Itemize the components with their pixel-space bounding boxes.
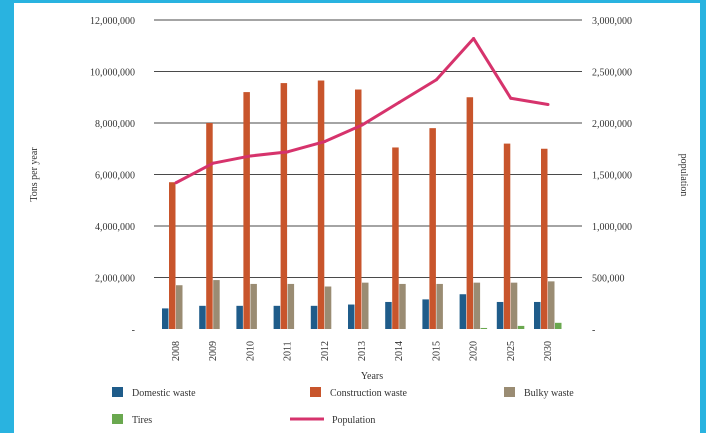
legend-label: Bulky waste — [524, 388, 574, 399]
bar-bulky-waste — [548, 281, 555, 329]
y-tick-label: 12,000,000 — [90, 16, 135, 27]
waste-population-chart: - - 2,000,000 500,000 4,000,000 1,000,000 6,00… — [29, 16, 689, 426]
bar-domestic-waste — [236, 305, 243, 329]
population-line-group — [174, 37, 550, 185]
bar-tires — [555, 322, 562, 329]
legend-label: Tires — [132, 415, 152, 426]
bar-domestic-waste — [496, 301, 504, 329]
legend-item: Population — [290, 415, 375, 426]
population-point — [509, 96, 513, 100]
legend-label: Domestic waste — [132, 388, 196, 399]
bar-tires — [517, 325, 525, 329]
legend-swatch — [112, 414, 123, 424]
y-tick-label: 8,000,000 — [95, 119, 135, 130]
population-point — [248, 154, 252, 158]
legend-swatch — [504, 387, 515, 397]
bar-domestic-waste — [348, 304, 355, 329]
y2-tick-label: 3,000,000 — [592, 16, 632, 27]
population-point — [472, 37, 476, 41]
legend-label: Population — [332, 415, 375, 426]
bar-construction-waste — [355, 89, 362, 330]
x-tick-label: 2008 — [171, 341, 182, 361]
population-point — [174, 181, 178, 185]
y-axis-label: Tons per year — [29, 147, 40, 202]
axes: - - 2,000,000 500,000 4,000,000 1,000,000 6,00… — [29, 16, 689, 382]
bar-bulky-waste — [287, 283, 295, 329]
bar-construction-waste — [243, 92, 250, 329]
y2-tick-label: 500,000 — [592, 274, 625, 285]
legend-label: Construction waste — [330, 388, 407, 399]
gridlines — [154, 19, 582, 278]
y-tick-label: 4,000,000 — [95, 222, 135, 233]
x-axis-label: Years — [361, 371, 383, 382]
y2-tick-label: 1,000,000 — [592, 222, 632, 233]
population-point — [434, 78, 438, 82]
y2-tick-label: 1,500,000 — [592, 171, 632, 182]
y-tick-label: 6,000,000 — [95, 171, 135, 182]
bar-domestic-waste — [422, 299, 429, 329]
bar-domestic-waste — [162, 308, 169, 329]
bar-bulky-waste — [250, 283, 257, 329]
bars — [162, 80, 562, 330]
y2-tick-label: 2,500,000 — [592, 68, 632, 79]
bar-bulky-waste — [473, 282, 481, 329]
population-point — [397, 100, 401, 104]
bar-construction-waste — [169, 182, 176, 329]
bar-construction-waste — [317, 80, 325, 329]
x-tick-label: 2009 — [208, 341, 219, 361]
y-tick-label: 2,000,000 — [95, 274, 135, 285]
bar-construction-waste — [206, 123, 213, 329]
bar-domestic-waste — [310, 305, 318, 329]
bar-domestic-waste — [385, 301, 392, 329]
bar-construction-waste — [503, 143, 511, 329]
bar-domestic-waste — [199, 305, 206, 329]
y2-axis-label: population — [678, 154, 689, 197]
population-point — [546, 102, 550, 106]
x-tick-label: 2020 — [469, 341, 480, 361]
bar-construction-waste — [466, 97, 474, 329]
bar-tires — [480, 327, 488, 329]
legend-item: Construction waste — [310, 387, 407, 399]
bar-bulky-waste — [510, 282, 518, 329]
bar-bulky-waste — [436, 283, 443, 329]
bar-construction-waste — [392, 147, 399, 329]
legend-item: Domestic waste — [112, 387, 196, 399]
x-tick-label: 2015 — [431, 341, 442, 361]
bar-bulky-waste — [176, 285, 183, 329]
x-tick-label: 2014 — [394, 341, 405, 361]
x-tick-label: 2012 — [320, 341, 331, 361]
y2-tick-label: 2,000,000 — [592, 119, 632, 130]
bar-construction-waste — [541, 148, 548, 329]
x-tick-label: 2011 — [283, 341, 294, 361]
bar-domestic-waste — [273, 305, 281, 329]
population-line — [175, 37, 549, 185]
x-tick-label: 2025 — [506, 341, 517, 361]
x-tick-label: 2030 — [543, 341, 554, 361]
bar-domestic-waste — [534, 301, 541, 329]
y-tick-label: 10,000,000 — [90, 68, 135, 79]
legend-item: Tires — [112, 414, 152, 426]
legend-swatch — [112, 387, 123, 397]
population-point — [211, 161, 215, 165]
population-point — [286, 150, 290, 154]
population-point — [360, 123, 364, 127]
x-tick-label: 2013 — [357, 341, 368, 361]
bar-bulky-waste — [213, 280, 220, 329]
bar-construction-waste — [429, 128, 436, 329]
population-point — [323, 140, 327, 144]
legend-swatch — [310, 387, 321, 397]
bar-bulky-waste — [362, 282, 369, 329]
y2-tick-label: - — [592, 325, 595, 336]
bar-domestic-waste — [459, 294, 467, 329]
bar-bulky-waste — [324, 286, 332, 329]
legend-item: Bulky waste — [504, 387, 574, 399]
y-tick-label: - — [132, 325, 135, 336]
legend: Domestic waste Construction waste Bulky wa… — [112, 387, 574, 426]
chart-panel: - - 2,000,000 500,000 4,000,000 1,000,000 6,00… — [14, 3, 700, 433]
bar-construction-waste — [280, 83, 288, 330]
bar-bulky-waste — [399, 283, 406, 329]
x-tick-label: 2010 — [245, 341, 256, 361]
